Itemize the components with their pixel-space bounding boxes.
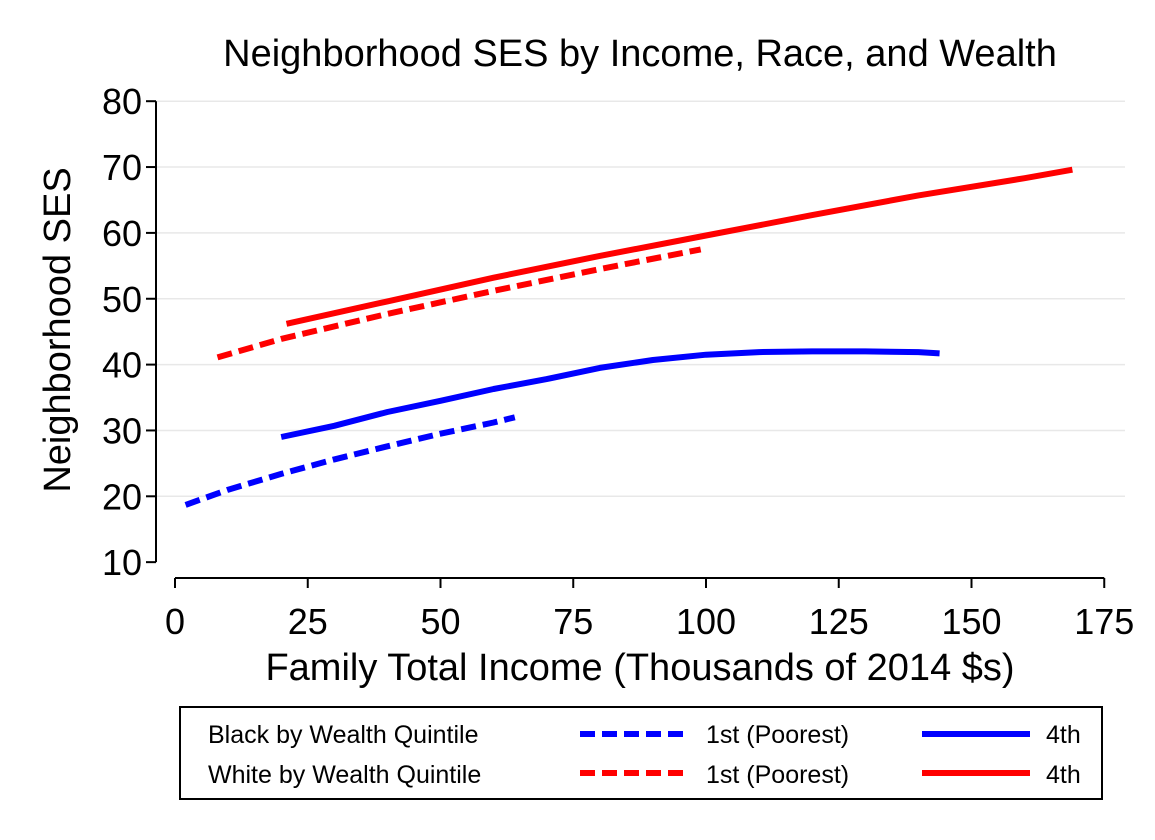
y-tick-label-30: 30 [102, 410, 142, 451]
x-ticks: 0 25 50 75 100 125 150 175 [165, 578, 1134, 642]
x-tick-label-50: 50 [420, 601, 460, 642]
y-tick-label-50: 50 [102, 279, 142, 320]
legend-row-label-white: White by Wealth Quintile [208, 761, 481, 789]
y-tick-label-80: 80 [102, 81, 142, 122]
series-lines [184, 166, 1073, 508]
series-line-black-1st [184, 414, 516, 508]
legend-frame [179, 706, 1103, 800]
x-tick-label-0: 0 [165, 601, 185, 642]
y-tick-label-10: 10 [102, 542, 142, 583]
x-tick-label-100: 100 [676, 601, 736, 642]
legend-row-label-black: Black by Wealth Quintile [208, 721, 479, 749]
legend-label-white-1st: 1st (Poorest) [706, 761, 849, 789]
y-ticks: 10 20 30 40 50 60 70 80 [102, 81, 156, 583]
y-tick-label-60: 60 [102, 213, 142, 254]
y-tick-label-20: 20 [102, 476, 142, 517]
legend-label-white-4th: 4th [1046, 761, 1081, 789]
legend: Black by Wealth Quintile White by Wealth… [179, 706, 1103, 800]
gridlines [156, 100, 1125, 498]
x-tick-label-25: 25 [288, 601, 328, 642]
series-line-white-1st [216, 246, 702, 361]
y-axis-title: Neighborhood SES [37, 167, 79, 492]
legend-label-black-4th: 4th [1046, 721, 1081, 749]
legend-label-black-1st: 1st (Poorest) [706, 721, 849, 749]
x-axis-title: Family Total Income (Thousands of 2014 $… [265, 647, 1014, 689]
y-tick-label-40: 40 [102, 345, 142, 386]
series-line-white-4th [285, 166, 1073, 327]
x-tick-label-125: 125 [809, 601, 869, 642]
x-tick-label-150: 150 [941, 601, 1001, 642]
x-tick-label-75: 75 [553, 601, 593, 642]
chart-title: Neighborhood SES by Income, Race, and We… [223, 33, 1057, 75]
series-line-black-4th [280, 348, 940, 440]
x-tick-label-175: 175 [1074, 601, 1134, 642]
y-tick-label-70: 70 [102, 147, 142, 188]
